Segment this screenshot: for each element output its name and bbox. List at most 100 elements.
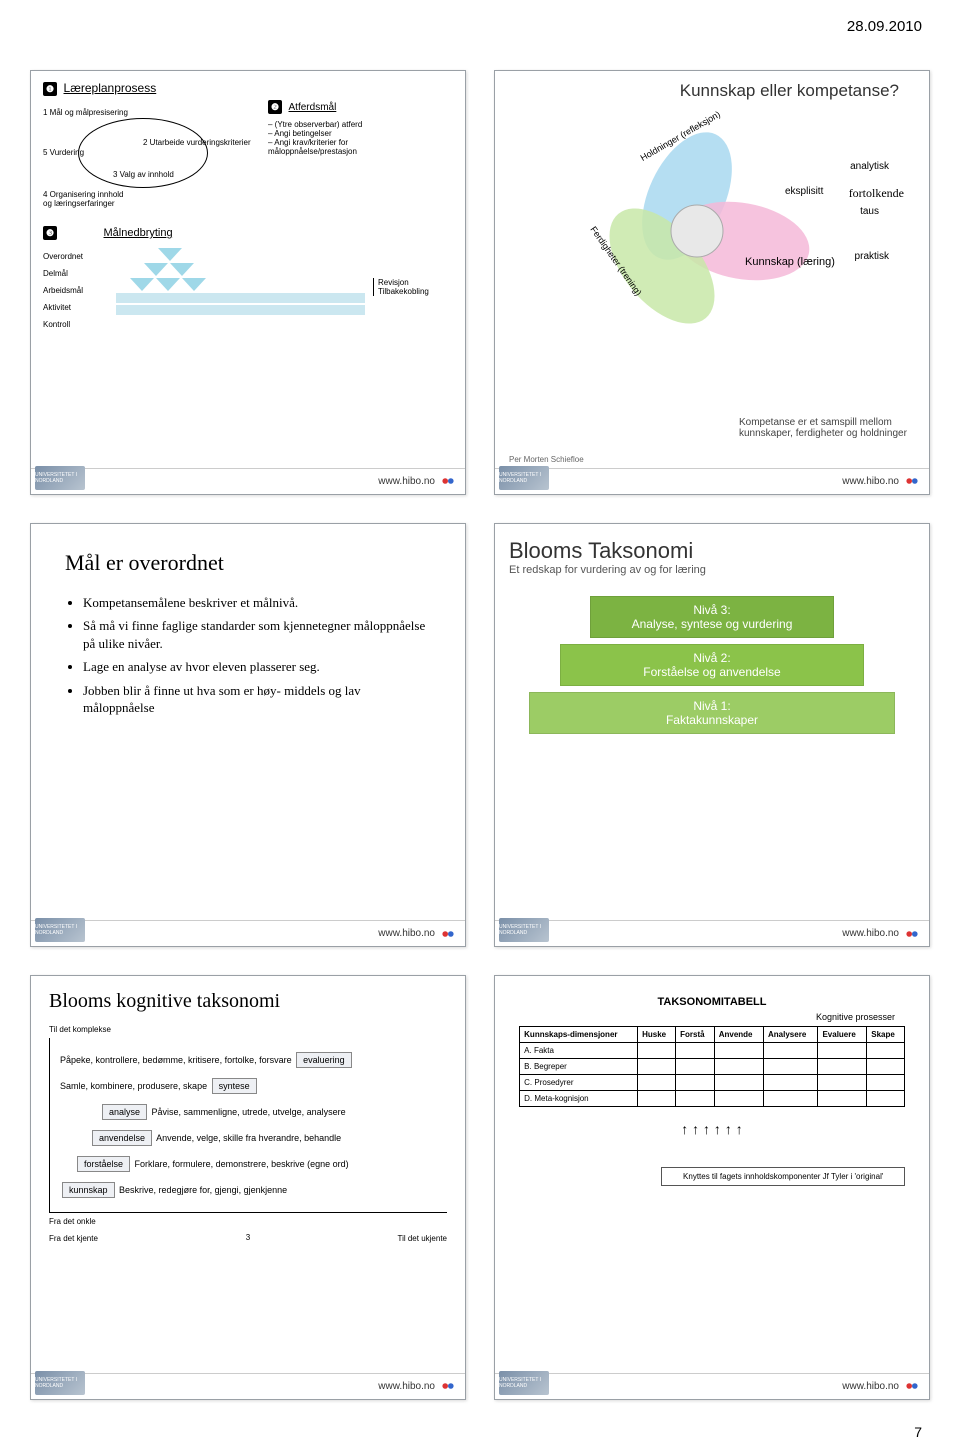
taksonomi-table: Kunnskaps-dimensjoner Huske Forstå Anven… [519, 1026, 905, 1107]
slide-footer: UNIVERSITETET I NORDLAND www.hibo.no [31, 468, 465, 494]
page-number: 7 [914, 1424, 922, 1440]
slide6-note: Knyttes til fagets innholdskomponenter J… [661, 1167, 905, 1186]
footer-url: www.hibo.no [842, 1381, 899, 1392]
axis-right: fortolkende [849, 186, 904, 201]
step4: 4 Organisering innhold og læringserfarin… [43, 190, 133, 208]
row: B. Begreper [520, 1059, 638, 1075]
slide-3: Mål er overordnet Kompetansemålene beskr… [30, 523, 466, 948]
slide4-title: Blooms Taksonomi [509, 538, 915, 564]
bullet: Så må vi finne faglige standarder som kj… [83, 617, 431, 652]
slide-footer: UNIVERSITETET I NORDLAND www.hibo.no [495, 920, 929, 946]
slide-footer: UNIVERSITETET I NORDLAND www.hibo.no [31, 1373, 465, 1399]
atferd1: – (Ytre observerbar) atferd [268, 120, 398, 129]
x-right: Til det ukjente [397, 1234, 447, 1243]
footer-url: www.hibo.no [378, 476, 435, 487]
uni-badge: UNIVERSITETET I NORDLAND [35, 918, 85, 942]
lvl-aktivitet: Aktivitet [43, 299, 108, 316]
badge-1: ❶ [43, 82, 57, 96]
slide2-heading: Kunnskap eller kompetanse? [505, 81, 919, 101]
uni-badge: UNIVERSITETET I NORDLAND [499, 466, 549, 490]
slide3-bullets: Kompetansemålene beskriver et målnivå. S… [65, 594, 431, 717]
footnote: 3 [49, 1233, 447, 1242]
level-label: Analyse, syntese og vurdering [597, 617, 827, 631]
row: C. Prosedyrer [520, 1075, 638, 1091]
col: Skape [867, 1027, 905, 1043]
footer-url: www.hibo.no [378, 928, 435, 939]
slide6-title: TAKSONOMITABELL [509, 996, 915, 1008]
slide6-subtitle: Kognitive prosesser [509, 1012, 915, 1022]
level-top: Nivå 1: [536, 699, 887, 713]
col: Huske [638, 1027, 676, 1043]
hibo-logo-icon [441, 474, 455, 488]
col: Forstå [676, 1027, 715, 1043]
bullet: Jobben blir å finne ut hva som er høy- m… [83, 682, 431, 717]
bullet: Kompetansemålene beskriver et målnivå. [83, 594, 431, 612]
slide-2: Kunnskap eller kompetanse? Holdninger (r… [494, 70, 930, 495]
page-date: 28.09.2010 [847, 18, 922, 35]
revisjon-label: Revisjon Tilbakekobling [373, 278, 453, 296]
row-desc: Påpeke, kontrollere, bedømme, kritisere,… [60, 1055, 292, 1065]
uni-badge: UNIVERSITETET I NORDLAND [499, 1371, 549, 1395]
slide1-title: Læreplanprosess [64, 81, 157, 95]
lvl-arbeidsmal: Arbeidsmål [43, 282, 108, 299]
slide-grid: ❶ Læreplanprosess 1 Mål og målpresiserin… [30, 70, 930, 1400]
axis-top: analytisk [850, 161, 889, 172]
slide2-caption: Kompetanse er et samspill mellom kunnska… [739, 417, 909, 439]
uni-badge: UNIVERSITETET I NORDLAND [35, 1371, 85, 1395]
slide2-author: Per Morten Schiefloe [509, 455, 584, 464]
row-desc: Anvende, velge, skille fra hverandre, be… [156, 1133, 341, 1143]
badge-3: ❸ [43, 226, 57, 240]
step1: 1 Mål og målpresisering [43, 108, 128, 117]
hibo-logo-icon [441, 927, 455, 941]
slide-6: TAKSONOMITABELL Kognitive prosesser Kunn… [494, 975, 930, 1400]
row: D. Meta-kognisjon [520, 1091, 638, 1107]
row-box: kunnskap [62, 1182, 115, 1198]
hibo-logo-icon [905, 927, 919, 941]
bullet: Lage en analyse av hvor eleven plasserer… [83, 658, 431, 676]
level-3: Nivå 3: Analyse, syntese og vurdering [590, 596, 834, 638]
atferd-title: Atferdsmål [289, 102, 337, 113]
level-label: Forståelse og anvendelse [567, 665, 858, 679]
footer-url: www.hibo.no [378, 1381, 435, 1392]
mal-title: Målnedbryting [104, 227, 173, 239]
lvl-kontroll: Kontroll [43, 316, 108, 333]
level-2: Nivå 2: Forståelse og anvendelse [560, 644, 865, 686]
slide3-title: Mål er overordnet [65, 550, 431, 576]
petal2-label: Kunnskap (læring) [745, 256, 835, 268]
row-desc: Beskrive, redegjøre for, gjengi, gjenkje… [119, 1185, 287, 1195]
axis-bottom: praktisk [855, 251, 889, 262]
slide4-subtitle: Et redskap for vurdering av og for lærin… [509, 564, 915, 576]
hibo-logo-icon [441, 1379, 455, 1393]
slide-1: ❶ Læreplanprosess 1 Mål og målpresiserin… [30, 70, 466, 495]
y-top: Til det komplekse [49, 1025, 447, 1034]
atferd2: – Angi betingelser [268, 129, 398, 138]
row-box: forståelse [77, 1156, 130, 1172]
process-oval [78, 118, 208, 188]
badge-2: ❷ [268, 100, 282, 114]
level-1: Nivå 1: Faktakunnskaper [529, 692, 894, 734]
slide5-title: Blooms kognitive taksonomi [49, 990, 447, 1013]
axis-left: eksplisitt [785, 186, 823, 197]
lvl-delmal: Delmål [43, 265, 108, 282]
petal-diagram [505, 111, 919, 341]
hibo-logo-icon [905, 474, 919, 488]
row: A. Fakta [520, 1043, 638, 1059]
uni-badge: UNIVERSITETET I NORDLAND [499, 918, 549, 942]
hibo-logo-icon [905, 1379, 919, 1393]
row-desc: Samle, kombinere, produsere, skape [60, 1081, 207, 1091]
slide-footer: UNIVERSITETET I NORDLAND www.hibo.no [495, 1373, 929, 1399]
footer-url: www.hibo.no [842, 476, 899, 487]
slide-4: Blooms Taksonomi Et redskap for vurderin… [494, 523, 930, 948]
level-label: Faktakunnskaper [536, 713, 887, 727]
row-desc: Påvise, sammenligne, utrede, utvelge, an… [152, 1107, 346, 1117]
x-left: Fra det kjente [49, 1234, 98, 1243]
row-box: analyse [102, 1104, 147, 1120]
row-desc: Forklare, formulere, demonstrere, beskri… [135, 1159, 349, 1169]
col: Evaluere [818, 1027, 867, 1043]
slide-footer: UNIVERSITETET I NORDLAND www.hibo.no [495, 468, 929, 494]
lvl-overordnet: Overordnet [43, 248, 108, 265]
row-box: anvendelse [92, 1130, 152, 1146]
axis-right2: taus [860, 206, 879, 217]
level-top: Nivå 2: [567, 651, 858, 665]
atferd3: – Angi krav/kriterier for måloppnåelse/p… [268, 138, 398, 156]
